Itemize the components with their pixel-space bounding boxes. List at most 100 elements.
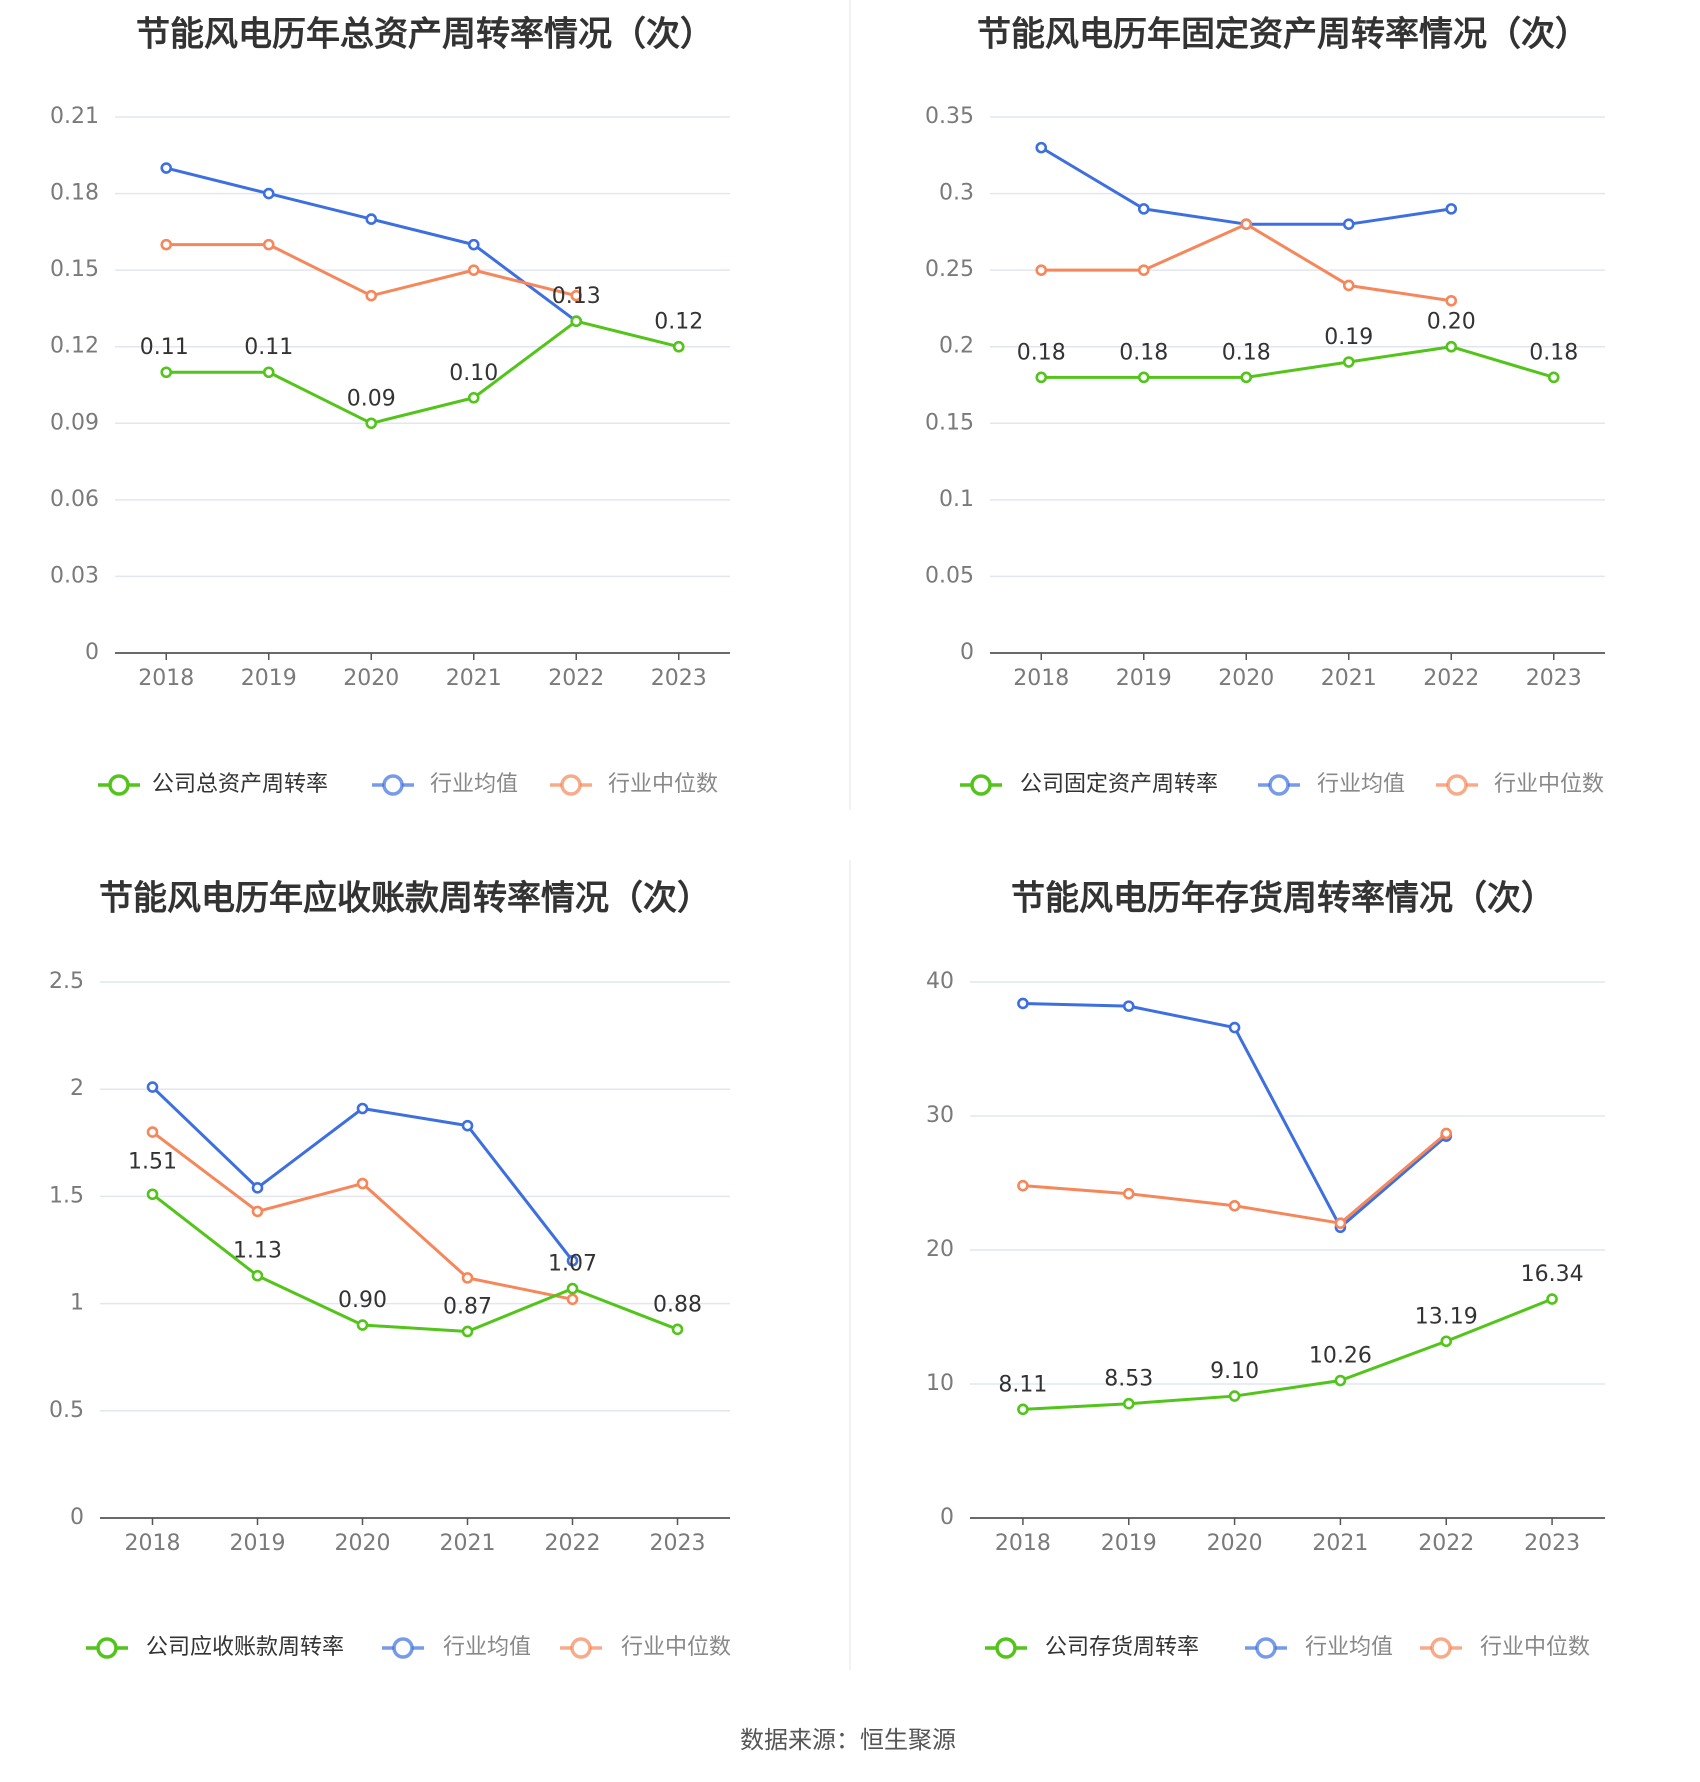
legend-label: 公司应收账款周转率	[146, 1635, 344, 1660]
data-point	[1228, 1390, 1241, 1402]
y-tick-label: 10	[926, 1371, 954, 1396]
y-tick-label: 0.15	[50, 257, 99, 282]
y-tick-label: 0.3	[939, 181, 974, 206]
legend-marker	[382, 774, 404, 796]
x-tick-label: 2019	[1116, 666, 1172, 691]
series-line	[151, 1193, 679, 1333]
data-label: 1.13	[233, 1239, 282, 1264]
y-tick-label: 0.18	[50, 181, 99, 206]
data-label: 0.20	[1427, 310, 1476, 335]
data-point	[672, 340, 685, 353]
x-tick-label: 2020	[1218, 666, 1274, 691]
x-tick-label: 2018	[125, 1531, 181, 1556]
chart-title: 节能风电历年总资产周转率情况（次）	[136, 15, 714, 55]
data-point	[566, 1282, 579, 1295]
data-point	[1546, 1293, 1558, 1305]
legend-label: 行业中位数	[1494, 772, 1604, 797]
x-tick-label: 2022	[1418, 1531, 1474, 1556]
chart-title: 节能风电历年应收账款周转率情况（次）	[99, 879, 711, 919]
legend-label: 公司存货周转率	[1045, 1635, 1199, 1660]
data-point	[1240, 218, 1253, 230]
data-label: 16.34	[1521, 1262, 1584, 1287]
x-tick-label: 2021	[440, 1531, 496, 1556]
x-tick-label: 2018	[995, 1531, 1051, 1556]
x-tick-label: 2021	[446, 666, 502, 691]
data-label: 0.13	[552, 284, 601, 309]
chart-title: 节能风电历年固定资产周转率情况（次）	[977, 15, 1589, 55]
legend-marker	[970, 774, 992, 796]
y-tick-label: 0.05	[925, 563, 974, 588]
legend-marker	[96, 1637, 118, 1659]
legend-marker	[1446, 774, 1468, 796]
data-point	[365, 213, 378, 225]
source-note: 数据来源：恒生聚源	[740, 1726, 956, 1754]
data-label: 0.09	[347, 386, 396, 411]
data-point	[671, 1323, 684, 1336]
y-tick-label: 0.25	[925, 257, 974, 282]
series-line	[151, 1130, 573, 1301]
data-point	[566, 1254, 579, 1267]
data-point	[356, 1102, 369, 1115]
y-tick-label: 2.5	[49, 969, 84, 994]
y-tick-label: 0	[70, 1505, 84, 1530]
data-label: 0.87	[443, 1294, 492, 1319]
data-point	[146, 1188, 159, 1201]
x-tick-label: 2020	[335, 1531, 391, 1556]
y-tick-label: 40	[926, 969, 954, 994]
data-point	[467, 238, 480, 251]
legend-label: 行业均值	[430, 772, 518, 797]
data-point	[461, 1325, 474, 1338]
y-tick-label: 0.03	[50, 563, 99, 588]
data-label: 0.18	[1017, 340, 1066, 365]
legend-marker	[1255, 1637, 1277, 1659]
data-point	[467, 264, 480, 276]
data-point	[1137, 371, 1150, 384]
x-tick-label: 2022	[548, 666, 604, 691]
data-point	[1334, 1374, 1347, 1387]
data-label: 1.51	[128, 1149, 177, 1174]
chart-panel-2: 节能风电历年固定资产周转率情况（次） 0 0.05 0.1 0.15 0.2 0.25 0.3…	[925, 15, 1605, 797]
legend-marker	[1430, 1637, 1452, 1659]
data-point	[1228, 1021, 1241, 1034]
data-label: 0.10	[449, 361, 498, 386]
data-label: 0.88	[653, 1292, 702, 1317]
series-line	[1022, 1297, 1553, 1411]
data-point	[570, 315, 583, 327]
data-point	[1547, 371, 1560, 384]
x-tick-label: 2019	[230, 1531, 286, 1556]
data-label: 0.18	[1222, 340, 1271, 365]
y-tick-label: 0.21	[50, 104, 99, 129]
data-point	[1342, 279, 1355, 292]
x-tick-label: 2018	[138, 666, 194, 691]
data-label: 0.11	[244, 335, 293, 360]
y-tick-label: 0.35	[925, 104, 974, 129]
data-point	[1017, 1403, 1029, 1416]
data-label: 8.53	[1104, 1367, 1153, 1392]
data-point	[356, 1319, 369, 1331]
data-point	[1137, 264, 1150, 276]
series-line	[1040, 146, 1452, 226]
y-tick-label: 1	[70, 1291, 84, 1316]
data-point	[251, 1205, 264, 1218]
data-point	[570, 289, 583, 302]
legend-label: 公司固定资产周转率	[1020, 772, 1218, 797]
data-point	[146, 1126, 159, 1138]
x-tick-label: 2018	[1013, 666, 1069, 691]
legend-marker	[995, 1637, 1017, 1659]
x-tick-label: 2021	[1321, 666, 1377, 691]
data-point	[1342, 218, 1355, 230]
legend-marker	[1268, 774, 1290, 796]
data-point	[160, 162, 173, 174]
data-point	[1035, 141, 1048, 154]
data-point	[1342, 356, 1355, 368]
x-tick-label: 2019	[241, 666, 297, 691]
legend-label: 行业中位数	[621, 1635, 731, 1660]
legend-marker	[108, 774, 130, 796]
y-tick-label: 0	[940, 1505, 954, 1530]
data-point	[1122, 1397, 1135, 1410]
legend-marker	[560, 774, 582, 796]
y-tick-label: 0	[85, 640, 99, 665]
data-label: 0.19	[1324, 325, 1373, 350]
x-tick-label: 2019	[1101, 1531, 1157, 1556]
